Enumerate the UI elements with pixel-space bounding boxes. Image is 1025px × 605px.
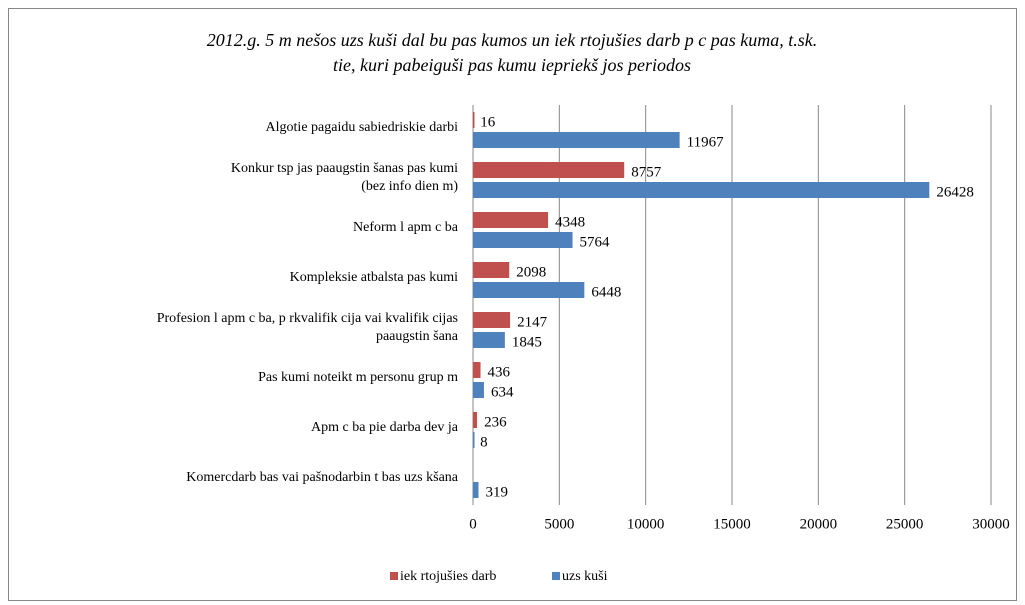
chart-title: tie, kuri pabeiguši pas kumu iepriekš jo… (333, 55, 691, 75)
bar (473, 432, 475, 448)
bar (473, 332, 505, 348)
bar (473, 232, 573, 248)
chart-frame (8, 8, 1017, 601)
bar (473, 282, 585, 298)
legend-swatch (390, 572, 398, 580)
bar (473, 362, 481, 378)
y-tick-label: Algotie pagaidu sabiedriskie darbi (266, 120, 459, 135)
data-label: 6448 (591, 284, 621, 300)
x-tick-label: 30000 (972, 516, 1010, 532)
data-label: 8 (480, 434, 488, 450)
y-tick-label: Komercdarb bas vai pašnodarbin t bas uzs… (186, 470, 459, 485)
legend-label: iek rtojušies darb (400, 569, 496, 584)
legend-swatch (552, 572, 560, 580)
bar (473, 112, 475, 128)
data-label: 11967 (687, 134, 724, 150)
bar (473, 212, 549, 228)
x-tick-label: 20000 (800, 516, 838, 532)
bar (473, 132, 680, 148)
legend-label: uzs kuši (562, 569, 608, 584)
data-label: 5764 (580, 234, 611, 250)
data-label: 4348 (555, 214, 585, 230)
data-label: 436 (488, 364, 511, 380)
y-tick-label: paaugstin šana (376, 329, 459, 344)
y-tick-label: Konkur tsp jas paaugstin šanas pas kumi (231, 161, 458, 176)
chart-title: 2012.g. 5 m nešos uzs kuši dal bu pas ku… (207, 30, 817, 50)
bar (473, 312, 511, 328)
x-tick-label: 25000 (886, 516, 924, 532)
bar (473, 482, 479, 498)
bar (473, 182, 930, 198)
data-label: 319 (486, 484, 509, 500)
y-tick-label: Kompleksie atbalsta pas kumi (290, 270, 458, 285)
bar (473, 262, 510, 278)
bar (473, 412, 478, 428)
x-tick-label: 5000 (544, 516, 574, 532)
data-label: 16 (480, 114, 496, 130)
data-label: 8757 (631, 164, 662, 180)
bar (473, 382, 484, 398)
y-tick-label: Apm c ba pie darba dev ja (311, 420, 459, 435)
bar (473, 162, 625, 178)
data-label: 2147 (517, 314, 548, 330)
data-label: 634 (491, 384, 514, 400)
x-tick-label: 15000 (713, 516, 751, 532)
y-tick-label: (bez info dien m) (361, 179, 458, 194)
x-tick-label: 0 (469, 516, 477, 532)
y-tick-label: Neform l apm c ba (353, 220, 459, 235)
data-label: 26428 (936, 184, 974, 200)
data-label: 2098 (516, 264, 546, 280)
y-tick-label: Profesion l apm c ba, p rkvalifik cija v… (157, 311, 458, 326)
y-tick-label: Pas kumi noteikt m personu grup m (258, 370, 458, 385)
data-label: 236 (484, 414, 507, 430)
x-tick-label: 10000 (627, 516, 665, 532)
data-label: 1845 (512, 334, 542, 350)
